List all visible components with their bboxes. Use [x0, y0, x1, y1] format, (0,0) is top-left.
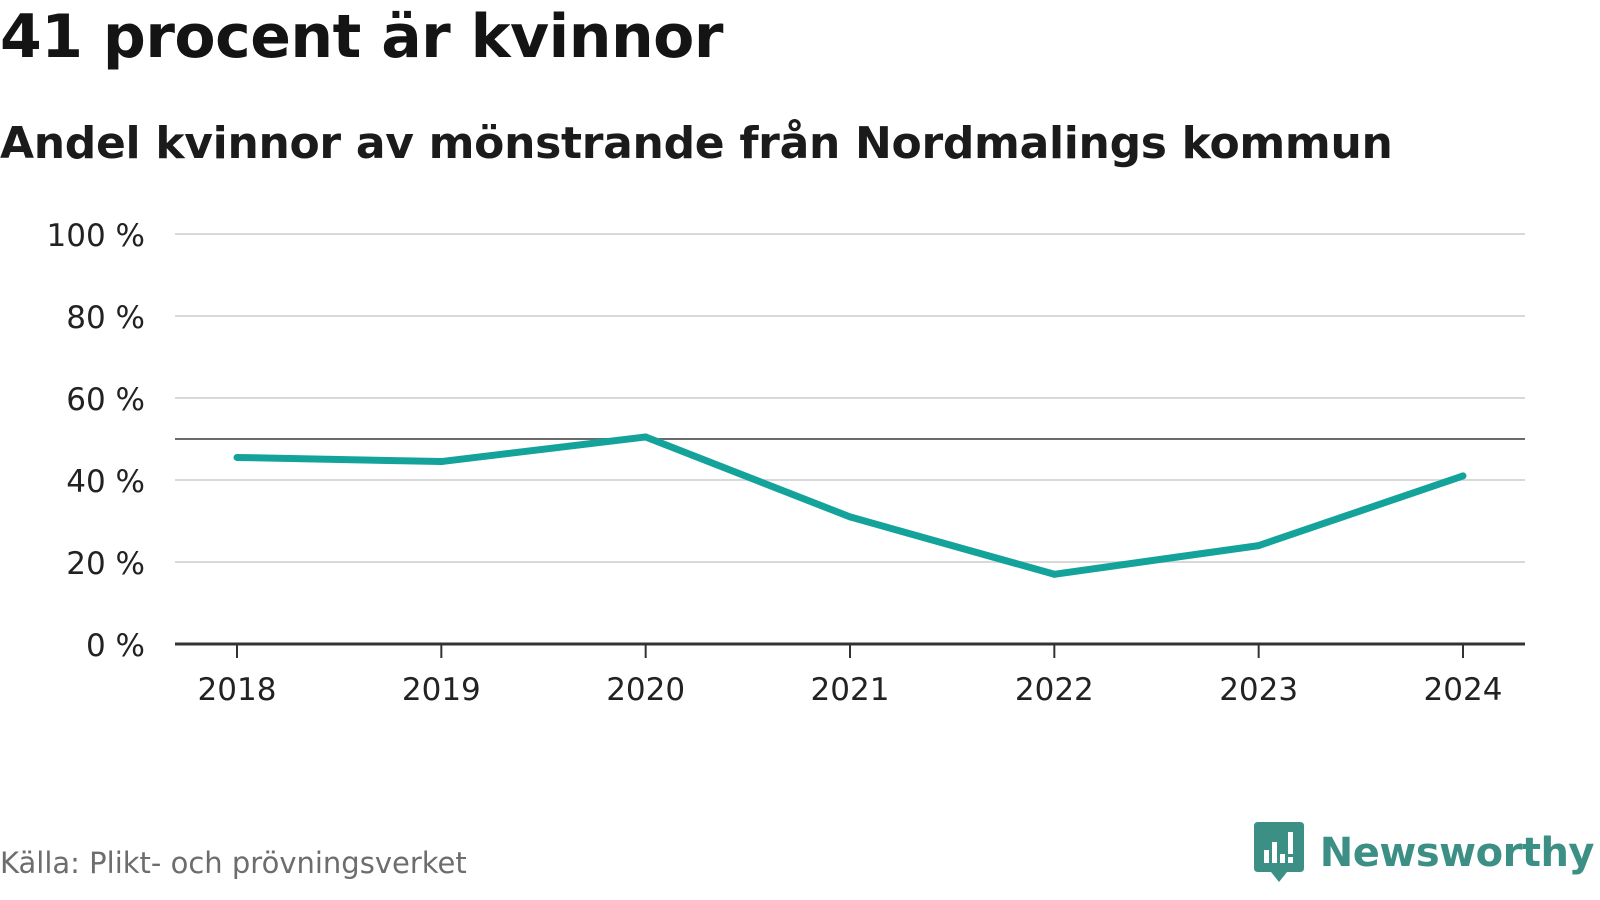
line-chart: 0 % 20 % 40 % 60 % 80 % 100 % 2018 2019 2020 2021… [47, 218, 1525, 708]
data-point [1255, 542, 1263, 550]
x-tick-label: 2021 [811, 672, 890, 708]
x-tick-label: 2024 [1424, 672, 1503, 708]
brand-logo: Newsworthy [1253, 822, 1595, 884]
data-point [437, 458, 445, 466]
source-note: Källa: Plikt- och prövningsverket [0, 846, 467, 880]
data-point [642, 433, 650, 441]
y-tick-label: 0 % [86, 628, 145, 664]
x-tick-label: 2022 [1015, 672, 1094, 708]
y-tick-label: 20 % [66, 546, 145, 582]
brand-name: Newsworthy [1319, 830, 1595, 876]
y-tick-label: 60 % [66, 382, 145, 418]
x-tick-label: 2018 [198, 672, 277, 708]
data-point [1050, 570, 1058, 578]
newsworthy-logo-icon [1253, 822, 1304, 882]
y-tick-label: 80 % [66, 300, 145, 336]
series-line [236, 433, 1465, 578]
chart-subtitle: Andel kvinnor av mönstrande från Nordmal… [0, 118, 1393, 169]
chart-title: 41 procent är kvinnor [0, 2, 723, 72]
data-point [1459, 472, 1467, 480]
data-point [233, 453, 241, 461]
x-tick-label: 2019 [402, 672, 481, 708]
y-tick-label: 100 % [47, 218, 145, 254]
data-point [846, 513, 854, 521]
x-tick-label: 2023 [1219, 672, 1298, 708]
x-tick-label: 2020 [606, 672, 685, 708]
y-tick-label: 40 % [66, 464, 145, 500]
